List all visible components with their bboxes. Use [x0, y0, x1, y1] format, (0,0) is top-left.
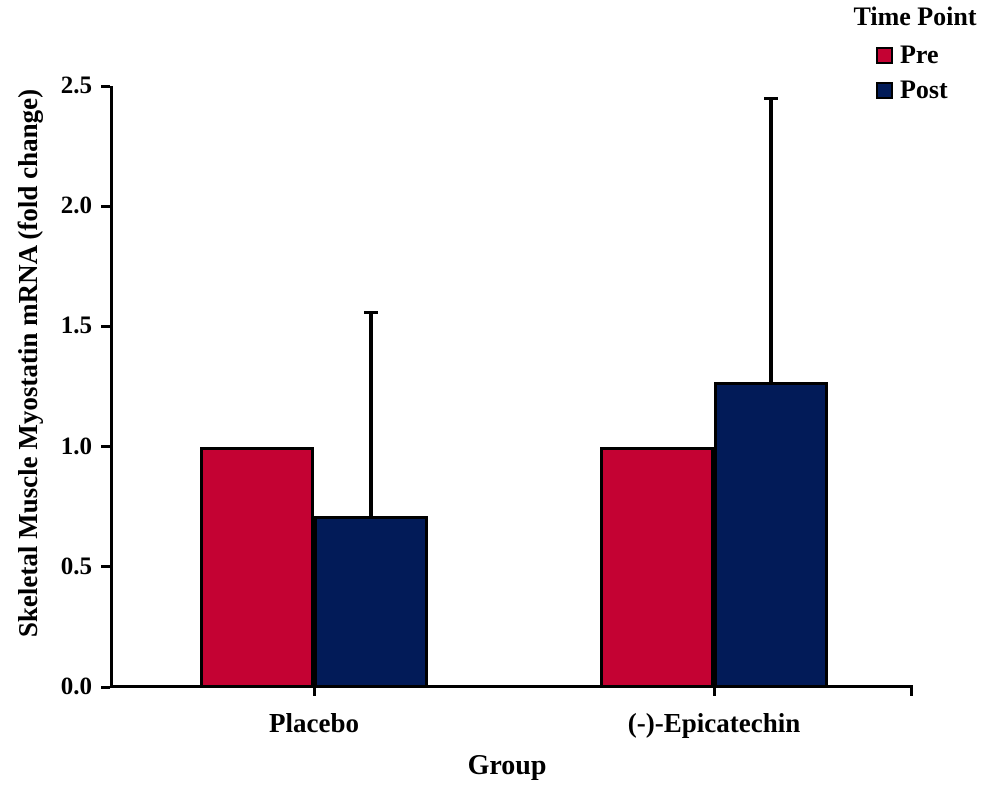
- y-tick-label: 1.0: [60, 432, 92, 460]
- legend-title: Time Point: [853, 2, 977, 31]
- x-axis-title: Group: [467, 750, 547, 781]
- y-tick-mark: [101, 685, 110, 689]
- bar-post-epicatechin: [714, 381, 828, 688]
- error-bar-cap: [764, 97, 778, 101]
- x-axis-line: [110, 685, 913, 688]
- y-tick-mark: [101, 565, 110, 569]
- y-tick-label: 1.5: [60, 312, 92, 340]
- y-tick-label: 0.5: [60, 552, 92, 580]
- x-tick-mark: [312, 687, 316, 696]
- y-tick-label: 0.0: [60, 673, 92, 700]
- legend-label: Pre: [900, 40, 939, 69]
- x-category-label: (-)-Epicatechin: [627, 708, 801, 738]
- bar-pre-placebo: [200, 446, 314, 688]
- y-tick-mark: [101, 445, 110, 449]
- legend-item-post: Post: [876, 75, 992, 105]
- y-tick-label: 2.0: [60, 192, 92, 220]
- legend-swatch-icon: [876, 46, 893, 64]
- y-tick-label: 2.5: [60, 72, 92, 99]
- legend: Time Point Pre Post: [838, 2, 992, 110]
- legend-item-pre: Pre: [876, 40, 992, 70]
- y-axis-line: [110, 86, 113, 688]
- bar-post-placebo: [314, 516, 428, 688]
- bar-pre-epicatechin: [600, 446, 714, 688]
- y-tick-mark: [101, 204, 110, 208]
- legend-swatch-icon: [876, 81, 893, 99]
- error-bar-line: [369, 311, 373, 517]
- error-bar-cap: [364, 310, 378, 314]
- x-tick-mark: [712, 687, 716, 696]
- legend-items: Pre Post: [838, 40, 992, 105]
- y-tick-mark: [101, 84, 110, 88]
- x-axis-end-tick: [910, 687, 913, 696]
- y-tick-mark: [101, 324, 110, 328]
- x-category-label: Placebo: [269, 708, 359, 738]
- legend-label: Post: [900, 75, 948, 104]
- error-bar-line: [769, 98, 773, 382]
